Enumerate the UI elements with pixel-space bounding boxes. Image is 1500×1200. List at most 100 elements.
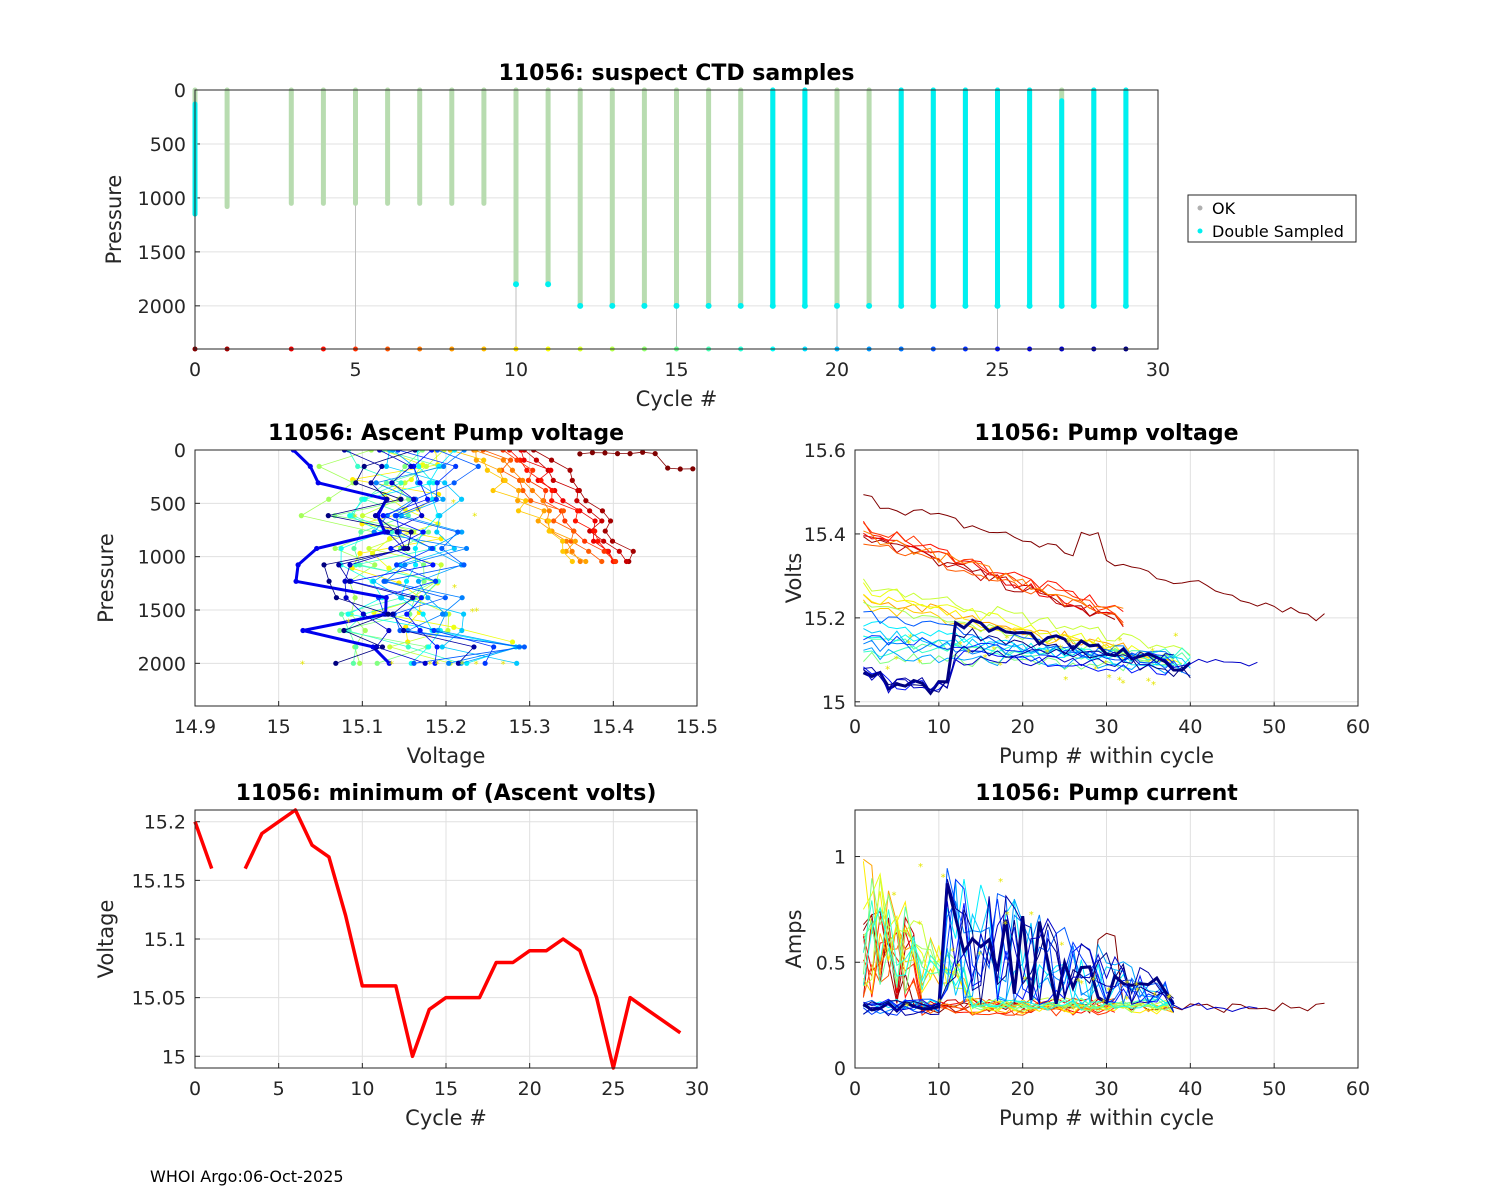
ascent-point: [518, 450, 524, 453]
plot-content: [193, 808, 682, 1070]
ascent-point: [342, 578, 348, 584]
ascent-point: [390, 450, 396, 453]
profile-bottom-marker: [737, 302, 744, 309]
ascent-point: [368, 450, 374, 453]
ascent-point: [336, 562, 342, 568]
amp-star: *: [1135, 986, 1140, 997]
chart-title: 11056: Ascent Pump voltage: [268, 421, 624, 446]
amp-star: *: [1166, 994, 1171, 1005]
volt-star: *: [894, 655, 899, 666]
ascent-cycle-line: [345, 450, 461, 664]
volt-star: *: [1151, 680, 1156, 691]
ascent-point: [599, 558, 605, 565]
amp-cycle-line: [863, 909, 1174, 1009]
volt-star: *: [906, 638, 911, 649]
ascent-point: [560, 548, 566, 554]
y-tick-label: 2000: [138, 653, 186, 675]
y-tick-label: 0.5: [816, 952, 846, 974]
ascent-point: [408, 476, 414, 483]
ascent-star: *: [389, 659, 394, 670]
ascent-point: [380, 513, 386, 519]
x-tick-label: 10: [927, 1078, 951, 1100]
ascent-point: [372, 513, 379, 519]
ascent-point: [514, 660, 520, 666]
ascent-point: [490, 487, 496, 494]
ascent-point: [411, 496, 417, 502]
ascent-point: [347, 513, 353, 519]
ascent-point: [516, 487, 522, 494]
chart-title: 11056: Pump voltage: [974, 421, 1238, 446]
ascent-point: [567, 467, 573, 473]
ascent-point: [434, 644, 440, 650]
x-tick-label: 5: [349, 359, 361, 381]
volt-star: *: [958, 640, 963, 651]
ascent-point: [516, 644, 522, 650]
ascent-point: [562, 518, 568, 524]
ascent-point: [549, 487, 555, 494]
ascent-point: [379, 644, 386, 650]
ascent-point: [404, 611, 410, 617]
y-tick-label: 0: [834, 1058, 846, 1080]
amp-star: *: [941, 872, 946, 883]
ascent-point: [460, 611, 467, 617]
ascent-point: [453, 463, 459, 470]
ascent-point: [394, 562, 400, 568]
ascent-star: *: [474, 659, 479, 670]
ascent-point: [515, 498, 521, 504]
ascent-point: [408, 463, 414, 470]
ascent-point: [451, 624, 457, 630]
ascent-point: [519, 477, 526, 483]
y-tick-label: 2000: [138, 296, 186, 318]
ascent-point: [587, 528, 593, 534]
ascent-point: [383, 463, 390, 470]
ascent-point: [473, 457, 479, 463]
ascent-point: [652, 450, 658, 457]
ascent-point: [529, 487, 536, 494]
footer-text: WHOI Argo:06-Oct-2025: [150, 1167, 344, 1186]
x-tick-label: 20: [518, 1078, 542, 1100]
y-axis-label: Voltage: [94, 900, 118, 979]
x-tick-label: 60: [1346, 1078, 1370, 1100]
legend: OK Double Sampled: [1187, 194, 1357, 243]
axes-amps: 0 10 20 30 40 50 6000.51**********************…: [782, 781, 1370, 1130]
amp-star: *: [918, 862, 923, 873]
amp-cycle-line: [863, 900, 1175, 1015]
ascent-cycle-line: [344, 450, 426, 664]
ascent-point: [521, 644, 527, 650]
volt-cycle-line: [863, 635, 1191, 663]
profile-bottom-marker: [962, 302, 969, 309]
ascent-point: [425, 529, 432, 535]
ascent-point: [372, 562, 378, 568]
ascent-point: [386, 536, 393, 542]
profile-bottom-marker: [545, 281, 552, 288]
ascent-point: [471, 644, 477, 650]
y-tick-label: 500: [150, 493, 186, 515]
ascent-point: [524, 467, 530, 473]
ascent-point: [343, 595, 349, 601]
ascent-point: [528, 498, 534, 504]
ascent-point: [360, 611, 366, 617]
ascent-point: [434, 529, 440, 535]
amp-cycle-line: [863, 878, 1175, 1017]
ascent-point: [373, 480, 379, 486]
y-tick-label: 15.2: [144, 812, 186, 834]
ascent-point: [411, 660, 417, 666]
amp-cycle-line: [862, 916, 1116, 1017]
amp-star: *: [1079, 979, 1084, 990]
ascent-point: [403, 578, 410, 584]
ascent-point: [401, 627, 407, 634]
ascent-point: [353, 644, 359, 650]
ascent-point: [592, 518, 598, 524]
y-tick-label: 0: [174, 80, 186, 102]
ascent-cycle-line: [300, 450, 376, 664]
ascent-point: [293, 578, 299, 584]
ascent-point: [589, 450, 596, 456]
ascent-point: [387, 644, 393, 650]
x-tick-label: 10: [927, 716, 951, 738]
ascent-point: [455, 660, 462, 666]
ascent-star: *: [452, 583, 457, 594]
ascent-point: [379, 463, 385, 470]
profile-bottom-marker: [513, 281, 519, 288]
ascent-cycle-line: [579, 451, 693, 470]
ascent-point: [395, 450, 401, 453]
